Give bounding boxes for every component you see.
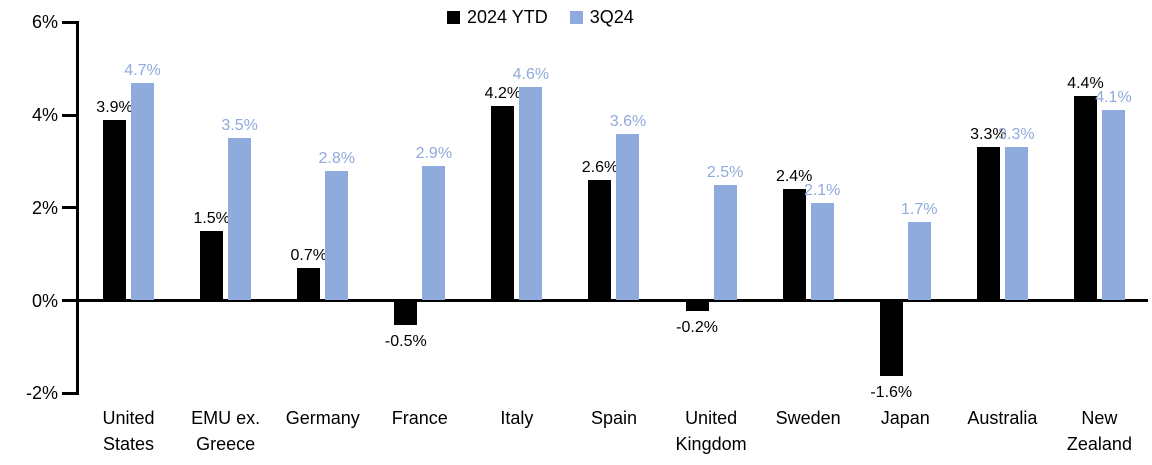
bar-3q24: [810, 203, 834, 300]
bar-3q24: [907, 221, 931, 300]
bar-label-2024-ytd: 1.5%: [193, 209, 230, 227]
legend-item-2024-ytd: 2024 YTD: [447, 6, 548, 28]
category-label: United Kingdom: [675, 408, 747, 454]
bar-label-3q24: 2.8%: [318, 149, 355, 167]
bar-label-3q24: 3.5%: [221, 117, 258, 135]
bar-2024-ytd: [782, 189, 806, 300]
bar-2024-ytd: [297, 268, 321, 300]
legend-swatch-2024-ytd: [447, 10, 460, 24]
bar-2024-ytd: [685, 302, 709, 312]
bar-2024-ytd: [200, 230, 224, 300]
bar-label-3q24: 1.7%: [901, 200, 938, 218]
category-label: France: [391, 408, 448, 428]
bar-2024-ytd: [394, 302, 418, 326]
y-axis-tick: [62, 391, 79, 395]
bar-label-2024-ytd: 3.9%: [96, 98, 133, 116]
bar-label-2024-ytd: -0.5%: [384, 333, 427, 351]
bar-label-3q24: 2.1%: [803, 182, 841, 200]
bar-3q24: [519, 87, 543, 300]
bar-2024-ytd: [103, 119, 127, 300]
bar-3q24: [422, 166, 446, 300]
bar-2024-ytd: [491, 105, 515, 300]
legend-label-2024-ytd: 2024 YTD: [467, 7, 548, 27]
bar-3q24: [1004, 147, 1028, 300]
bar-label-3q24: 4.7%: [124, 61, 161, 79]
category-label: New Zealand: [1066, 408, 1132, 454]
category-label: Japan: [880, 408, 930, 428]
bar-3q24: [228, 138, 252, 300]
bar-label-3q24: 4.6%: [512, 66, 550, 84]
bar-label-2024-ytd: 4.4%: [1067, 75, 1104, 93]
bar-2024-ytd: [879, 302, 903, 377]
bar-label-3q24: 2.5%: [706, 163, 744, 181]
bar-2024-ytd: [976, 147, 1000, 300]
bar-2024-ytd: [588, 179, 612, 300]
y-axis-tick: [62, 20, 79, 24]
category-label: EMU ex. Greece: [191, 408, 261, 454]
bar-label-2024-ytd: 2.4%: [775, 168, 813, 186]
bar-label-3q24: 3.6%: [609, 112, 647, 130]
y-axis-tick: [62, 206, 79, 210]
zero-line: [62, 299, 1148, 302]
bar-label-2024-ytd: 0.7%: [290, 247, 327, 265]
y-axis-tick-label: 6%: [31, 12, 58, 33]
bar-label-3q24: 4.1%: [1095, 89, 1132, 107]
bar-3q24: [713, 184, 737, 300]
y-axis-tick: [62, 113, 79, 117]
bar-label-2024-ytd: -0.2%: [676, 319, 718, 337]
bar-3q24: [325, 170, 349, 300]
legend: 2024 YTD 3Q24: [447, 6, 634, 28]
bar-3q24: [131, 82, 155, 300]
bar-3q24: [1101, 110, 1125, 300]
y-axis-tick-label: 2%: [31, 197, 58, 218]
legend-swatch-3q24: [569, 10, 583, 24]
bar-label-2024-ytd: -1.6%: [870, 384, 913, 402]
category-label: Sweden: [775, 408, 841, 428]
bar-label-2024-ytd: 3.3%: [970, 126, 1007, 144]
category-label: Italy: [500, 408, 534, 428]
y-axis-tick-label: 4%: [31, 105, 58, 125]
legend-item-3q24: 3Q24: [569, 6, 634, 28]
bar-label-3q24: 2.9%: [415, 145, 453, 162]
category-label: Spain: [590, 408, 637, 428]
category-label: Australia: [967, 408, 1038, 428]
bar-label-2024-ytd: 2.6%: [581, 158, 619, 176]
y-axis-tick-label: -2%: [25, 383, 58, 404]
category-label: United States: [102, 408, 155, 454]
bar-3q24: [616, 133, 640, 300]
bar-2024-ytd: [1073, 96, 1097, 300]
category-label: Germany: [285, 408, 360, 428]
bar-label-3q24: 3.3%: [998, 126, 1035, 144]
bar-label-2024-ytd: 4.2%: [484, 84, 522, 102]
legend-label-3q24: 3Q24: [589, 7, 634, 27]
y-axis-tick-label: 0%: [31, 290, 58, 311]
